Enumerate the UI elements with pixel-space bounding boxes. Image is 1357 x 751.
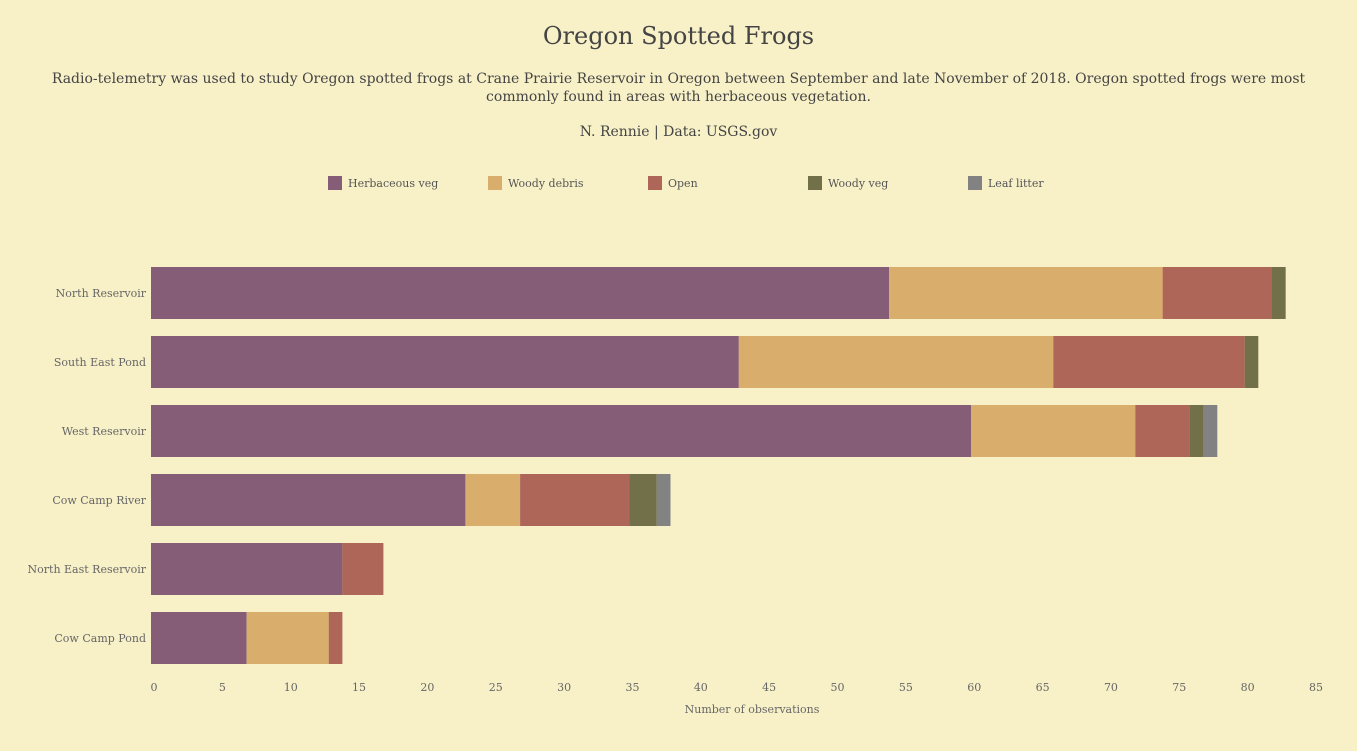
- x-axis-ticks: 0 5 10 15 20 25 30 35 40 45 50 55 60 65 70 75 80 85: [151, 681, 1324, 694]
- bar-north-reservoir-open: [1162, 267, 1272, 319]
- legend-label: Leaf litter: [988, 176, 1044, 190]
- x-tick-label: 55: [899, 681, 913, 694]
- bar-cow-camp-pond-open: [328, 612, 343, 664]
- bar-north-east-reservoir-herbaceous-veg: [151, 543, 343, 595]
- bar-cow-camp-river-open: [520, 474, 630, 526]
- legend-swatch: [488, 176, 502, 190]
- x-tick-label: 85: [1309, 681, 1323, 694]
- legend-label: Woody debris: [508, 176, 584, 190]
- legend-swatch: [968, 176, 982, 190]
- legend-swatch: [648, 176, 662, 190]
- x-tick-label: 20: [420, 681, 434, 694]
- legend: Herbaceous veg Woody debris Open Woody v…: [0, 176, 1357, 194]
- bar-south-east-pond-woody-debris: [738, 336, 1054, 388]
- chart-title: Oregon Spotted Frogs: [542, 22, 815, 50]
- bar-cow-camp-river-herbaceous-veg: [151, 474, 466, 526]
- x-tick-label: 45: [762, 681, 776, 694]
- bar-west-reservoir-woody-veg: [1189, 405, 1204, 457]
- x-tick-label: 60: [967, 681, 981, 694]
- bar-west-reservoir-open: [1135, 405, 1190, 457]
- legend-item-leaf-litter: Leaf litter: [968, 176, 1044, 190]
- x-tick-label: 15: [352, 681, 366, 694]
- bars-group: [151, 267, 1286, 664]
- chart-caption: N. Rennie | Data: USGS.gov: [579, 124, 778, 140]
- legend-label: Herbaceous veg: [348, 176, 439, 190]
- category-label: Cow Camp River: [52, 494, 146, 507]
- x-tick-label: 5: [219, 681, 226, 694]
- bar-cow-camp-pond-woody-debris: [246, 612, 329, 664]
- bar-north-east-reservoir-open: [342, 543, 384, 595]
- category-label: West Reservoir: [62, 425, 147, 438]
- bar-north-reservoir-herbaceous-veg: [151, 267, 890, 319]
- bar-cow-camp-river-woody-veg: [629, 474, 657, 526]
- bar-west-reservoir-leaf-litter: [1203, 405, 1218, 457]
- bar-cow-camp-river-leaf-litter: [656, 474, 671, 526]
- bar-north-reservoir-woody-debris: [889, 267, 1163, 319]
- category-label: North East Reservoir: [28, 563, 147, 576]
- legend-item-herbaceous-veg: Herbaceous veg: [328, 176, 438, 190]
- x-tick-label: 35: [625, 681, 639, 694]
- legend-item-open: Open: [648, 176, 698, 190]
- legend-label: Open: [668, 176, 698, 190]
- bar-west-reservoir-herbaceous-veg: [151, 405, 972, 457]
- x-tick-label: 40: [694, 681, 708, 694]
- x-tick-label: 30: [557, 681, 571, 694]
- category-label: Cow Camp Pond: [54, 632, 146, 645]
- x-tick-label: 25: [489, 681, 503, 694]
- category-label: North Reservoir: [56, 287, 147, 300]
- legend-swatch: [808, 176, 822, 190]
- bar-cow-camp-river-woody-debris: [465, 474, 521, 526]
- x-axis-title: Number of observations: [685, 703, 820, 716]
- legend-item-woody-debris: Woody debris: [488, 176, 584, 190]
- bar-south-east-pond-open: [1053, 336, 1245, 388]
- x-tick-label: 50: [831, 681, 845, 694]
- legend-swatch: [328, 176, 342, 190]
- x-tick-label: 10: [284, 681, 298, 694]
- bar-north-reservoir-woody-veg: [1271, 267, 1286, 319]
- bar-south-east-pond-woody-veg: [1244, 336, 1259, 388]
- x-tick-label: 0: [151, 681, 158, 694]
- bar-cow-camp-pond-herbaceous-veg: [151, 612, 247, 664]
- legend-label: Woody veg: [828, 176, 889, 190]
- chart-subtitle: Radio-telemetry was used to study Oregon…: [51, 71, 1306, 105]
- legend-item-woody-veg: Woody veg: [808, 176, 888, 190]
- x-tick-label: 65: [1036, 681, 1050, 694]
- x-tick-label: 70: [1104, 681, 1118, 694]
- category-labels: North Reservoir South East Pond West Reser…: [28, 287, 147, 645]
- category-label: South East Pond: [54, 356, 146, 369]
- bar-south-east-pond-herbaceous-veg: [151, 336, 739, 388]
- bar-west-reservoir-woody-debris: [971, 405, 1136, 457]
- x-tick-label: 80: [1241, 681, 1255, 694]
- x-tick-label: 75: [1172, 681, 1186, 694]
